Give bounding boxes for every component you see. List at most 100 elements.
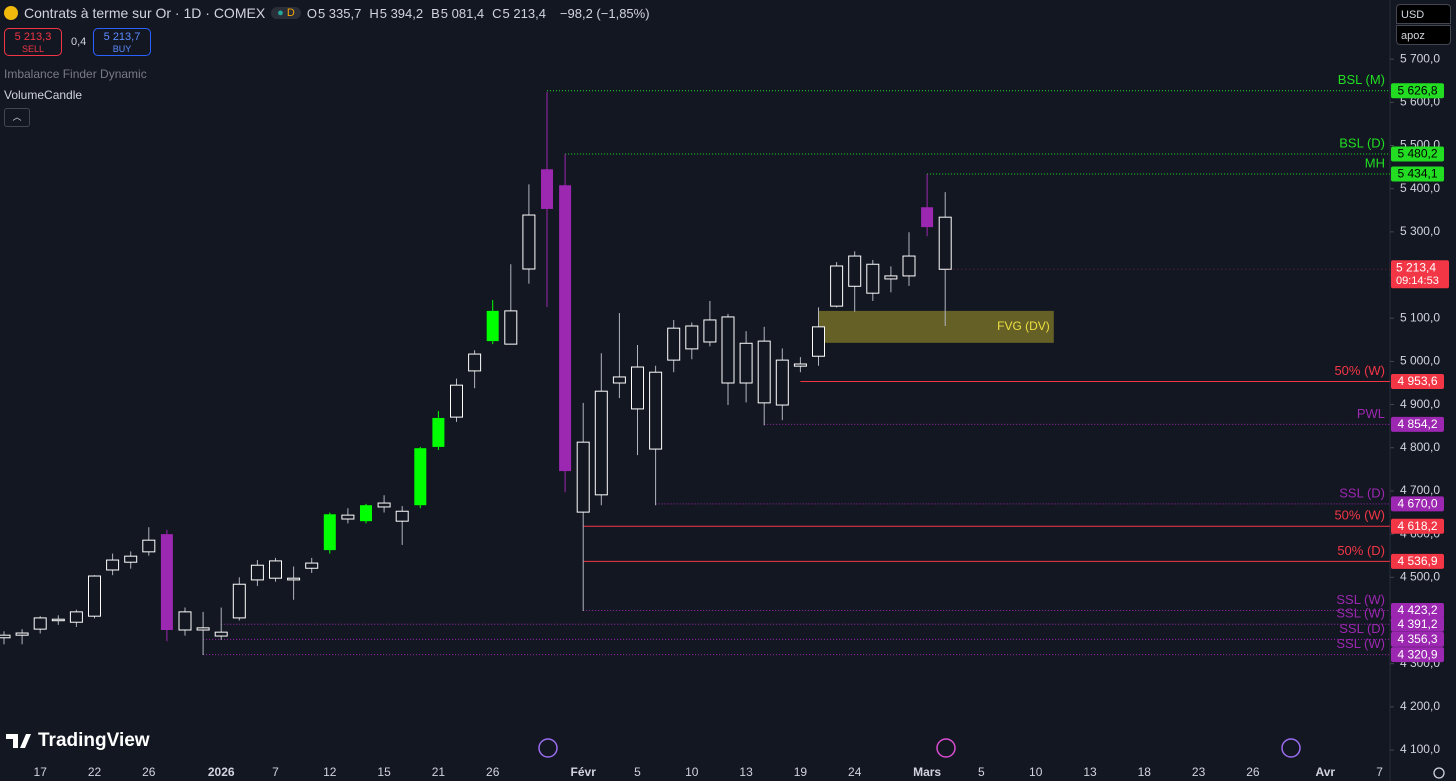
collapse-button[interactable]: ︿ [4, 108, 30, 127]
sell-button[interactable]: 5 213,3 SELL [4, 28, 62, 56]
ohlc: O5 335,7 H5 394,2 B5 081,4 C5 213,4 [307, 6, 554, 21]
price-tag [1391, 373, 1444, 389]
event-icon[interactable] [936, 738, 956, 758]
price-tag-label: 4 356,3 [1397, 632, 1437, 646]
candle-body [360, 505, 372, 522]
x-tick-label: 7 [1376, 765, 1383, 779]
x-tick-label: 26 [486, 765, 500, 779]
spread: 0,4 [71, 36, 87, 48]
candle-body [196, 627, 210, 631]
x-tick-label: 10 [1029, 765, 1043, 779]
price-tag [1391, 616, 1444, 632]
candle-body [703, 319, 717, 343]
x-tick-label: 23 [1192, 765, 1206, 779]
ohlc-key: H [369, 5, 379, 21]
ohlc-value: 5 213,4 [502, 5, 546, 21]
brand-logo: TradingView [38, 730, 150, 751]
x-tick-label: Avr [1316, 765, 1336, 779]
indicator-label[interactable]: Imbalance Finder Dynamic [4, 67, 147, 81]
symbol-icon [4, 6, 18, 20]
buy-button[interactable]: 5 213,7 BUY [93, 28, 151, 56]
candle-body [450, 384, 463, 418]
y-tick-label: 5 100,0 [1400, 310, 1440, 324]
y-tick-label: 5 700,0 [1400, 51, 1440, 65]
price-tag [1391, 166, 1444, 182]
y-tick-label: 4 800,0 [1400, 440, 1440, 454]
candle-body [287, 577, 301, 581]
price-tag [1391, 496, 1444, 512]
x-tick-label: 10 [685, 765, 699, 779]
level-label: 50% (W) [1334, 363, 1385, 378]
candle-body [269, 560, 282, 579]
candle-body [739, 342, 753, 384]
y-tick-label: 5 400,0 [1400, 181, 1440, 195]
event-icon[interactable] [1281, 738, 1301, 758]
last-price-label: 5 213,4 [1396, 260, 1436, 274]
price-tag [1391, 602, 1444, 618]
x-tick-label: 7 [272, 765, 279, 779]
indicator-label[interactable]: VolumeCandle [4, 88, 83, 102]
candle-body [51, 618, 65, 622]
candle-body [866, 263, 880, 294]
price-tag-label: 4 423,2 [1397, 603, 1437, 617]
candle-body [559, 185, 572, 472]
price-tag-label: 4 670,0 [1397, 497, 1437, 511]
candle-body [667, 327, 681, 361]
price-tag [1391, 146, 1444, 162]
price-tag-label: 4 953,6 [1397, 374, 1437, 388]
level-label: PWL [1357, 406, 1385, 421]
price-tag [1391, 416, 1444, 432]
level-label: 50% (D) [1337, 543, 1385, 558]
price-tag-label: 4 536,9 [1397, 554, 1437, 568]
event-icon[interactable] [538, 738, 558, 758]
fvg-zone [818, 310, 1054, 343]
candle-body [649, 371, 663, 450]
level-label: BSL (D) [1339, 135, 1385, 150]
candle-body [830, 265, 844, 307]
level-label: SSL (D) [1339, 485, 1385, 500]
candle-body [848, 255, 862, 287]
candle-body [432, 417, 445, 447]
price-tag-label: 4 391,2 [1397, 617, 1437, 631]
fvg-label: FVG (DV) [997, 319, 1050, 333]
level-label: SSL (W) [1336, 592, 1385, 607]
price-tag [1391, 647, 1444, 663]
x-tick-label: 22 [88, 765, 102, 779]
settings-icon[interactable] [1433, 767, 1445, 779]
candle-body [612, 376, 626, 384]
level-label: BSL (M) [1338, 72, 1385, 87]
price-tag [1391, 553, 1444, 569]
badge-text: D [286, 7, 295, 19]
candle-body [486, 310, 499, 342]
candle-body [305, 562, 319, 569]
candle-body [15, 632, 29, 636]
candle-body [124, 555, 138, 563]
price-tag [1391, 518, 1444, 534]
account-select[interactable]: apoz [1396, 25, 1451, 45]
ohlc-value: 5 394,2 [379, 5, 424, 21]
price-tag-label: 4 854,2 [1397, 417, 1437, 431]
sell-label: SELL [21, 44, 45, 54]
candle-body [902, 255, 916, 277]
countdown: 09:14:53 [1396, 275, 1439, 287]
candle-body [250, 564, 264, 581]
y-tick-label: 5 300,0 [1400, 224, 1440, 238]
y-tick-label: 5 000,0 [1400, 354, 1440, 368]
currency-select[interactable]: USD [1396, 4, 1451, 24]
candle-body [631, 366, 644, 410]
x-tick-label: 18 [1138, 765, 1152, 779]
candle-body [106, 559, 120, 571]
price-tag [1391, 83, 1444, 99]
x-tick-label: 2026 [208, 765, 235, 779]
candle-body [721, 316, 735, 384]
candle-body [232, 583, 246, 619]
candle-body [541, 169, 553, 209]
candle-body [142, 539, 156, 553]
price-tag-label: 5 480,2 [1397, 147, 1437, 161]
ohlc-value: 5 081,4 [440, 5, 485, 21]
candle-body [377, 502, 391, 508]
x-tick-label: 24 [848, 765, 862, 779]
candle-body [921, 207, 934, 228]
candle-body [0, 634, 11, 639]
level-label: SSL (D) [1339, 621, 1385, 636]
